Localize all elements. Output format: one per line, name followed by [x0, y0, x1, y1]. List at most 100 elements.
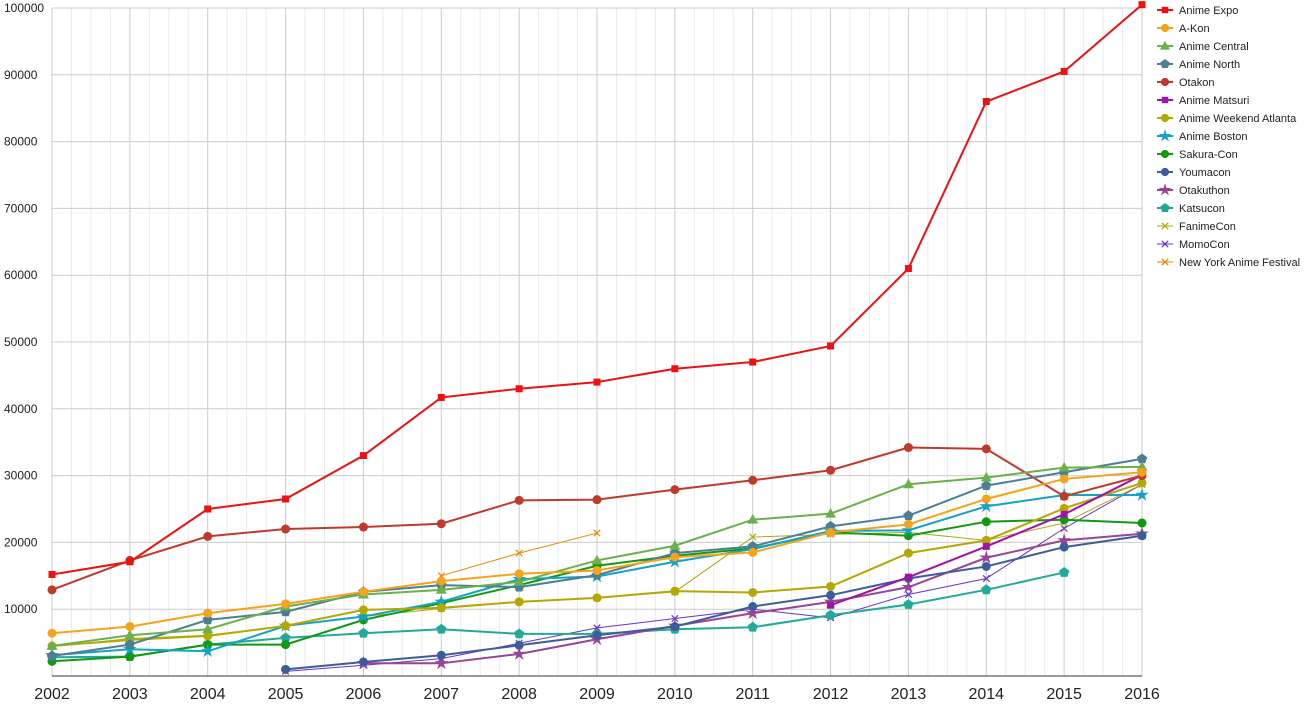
data-point — [827, 601, 835, 609]
legend-label: MomoCon — [1179, 239, 1230, 251]
data-point — [281, 664, 291, 674]
y-tick-label: 50000 — [4, 335, 38, 349]
data-point — [670, 485, 680, 495]
data-point — [904, 573, 912, 581]
data-point — [904, 265, 912, 273]
series-anime-expo — [48, 1, 1146, 578]
series-anime-central — [46, 461, 1148, 650]
data-point — [981, 584, 992, 595]
data-point — [1060, 524, 1068, 532]
y-tick-label: 10000 — [4, 602, 38, 616]
data-point — [125, 652, 135, 662]
data-point — [1060, 510, 1068, 518]
series-line — [51, 571, 1065, 659]
x-tick-label: 2008 — [501, 686, 537, 703]
axes: 10000 20000 30000 40000 50000 60000 70000 80000… — [4, 1, 1160, 703]
data-point — [593, 378, 601, 386]
x-tick-label: 2010 — [657, 686, 693, 703]
legend-entry-a-kon: A-Kon — [1157, 23, 1210, 35]
legend-label: A-Kon — [1179, 23, 1210, 35]
data-point — [437, 393, 445, 401]
series-line — [285, 483, 1143, 672]
data-point — [982, 98, 990, 106]
data-point — [358, 587, 368, 597]
y-tick-label: 60000 — [4, 268, 38, 282]
data-point — [748, 602, 758, 612]
legend-label: Anime Expo — [1179, 5, 1238, 17]
data-point — [1138, 1, 1146, 9]
data-point — [981, 517, 991, 527]
legend-label: Otakuthon — [1179, 185, 1230, 197]
data-point — [981, 494, 991, 504]
data-point — [826, 590, 836, 600]
data-point — [1058, 461, 1070, 472]
x-tick-label: 2016 — [1124, 686, 1160, 703]
data-point — [1057, 533, 1072, 547]
legend-label: Anime North — [1179, 59, 1240, 71]
series-otakon — [47, 443, 1147, 595]
data-point — [826, 581, 836, 591]
data-point — [513, 628, 525, 639]
legend-entry-new-york-anime-festival: New York Anime Festival — [1157, 257, 1300, 269]
series-line — [285, 534, 1143, 671]
legend-marker — [1161, 6, 1169, 14]
data-point — [48, 570, 56, 578]
legend-label: Anime Central — [1179, 41, 1249, 53]
x-tick-label: 2013 — [891, 686, 927, 703]
legend-entry-anime-central: Anime Central — [1157, 40, 1249, 53]
data-point — [203, 608, 213, 618]
legend-marker — [1160, 203, 1170, 212]
legend-label: Katsucon — [1179, 203, 1225, 215]
y-tick-label: 80000 — [4, 135, 38, 149]
data-point — [749, 533, 757, 541]
data-point — [126, 558, 134, 566]
x-tick-label: 2014 — [968, 686, 1004, 703]
data-point — [981, 561, 991, 571]
data-point — [825, 508, 837, 518]
data-point — [592, 593, 602, 603]
data-point — [1059, 474, 1069, 484]
data-point — [1135, 487, 1149, 501]
y-tick-label: 40000 — [4, 402, 38, 416]
series-a-kon — [47, 467, 1147, 638]
data-point — [591, 554, 603, 565]
legend-entry-otakuthon: Otakuthon — [1157, 183, 1230, 197]
data-point — [903, 599, 914, 609]
data-point — [1059, 542, 1069, 552]
data-point — [125, 622, 135, 632]
x-tick-label: 2004 — [190, 686, 226, 703]
data-point — [593, 529, 601, 537]
data-point — [514, 640, 524, 650]
data-point — [514, 569, 524, 579]
legend-marker — [1160, 59, 1170, 68]
legend-label: Otakon — [1179, 77, 1214, 89]
data-point — [982, 542, 990, 550]
data-point — [512, 646, 527, 660]
data-point — [124, 629, 136, 640]
y-tick-label: 90000 — [4, 68, 38, 82]
x-tick-label: 2007 — [423, 686, 459, 703]
data-point — [358, 605, 368, 615]
data-point — [436, 603, 446, 613]
y-tick-label: 70000 — [4, 201, 38, 215]
data-point — [203, 531, 213, 541]
legend-marker — [1160, 23, 1170, 33]
data-point — [826, 465, 836, 475]
legend-marker — [1161, 258, 1169, 266]
data-point — [515, 385, 523, 393]
legend-marker — [1158, 129, 1172, 142]
data-point — [281, 599, 291, 609]
data-point — [902, 478, 914, 489]
legend-entry-katsucon: Katsucon — [1157, 203, 1225, 215]
data-point — [903, 510, 914, 521]
data-point — [903, 519, 913, 529]
legend: Anime Expo A-Kon Anime Central Anime North O… — [1157, 5, 1300, 269]
legend-label: New York Anime Festival — [1179, 257, 1300, 269]
data-point — [124, 639, 136, 649]
data-point — [514, 495, 524, 505]
data-point — [1059, 491, 1069, 501]
data-point — [671, 614, 679, 623]
legend-marker — [1159, 40, 1171, 50]
